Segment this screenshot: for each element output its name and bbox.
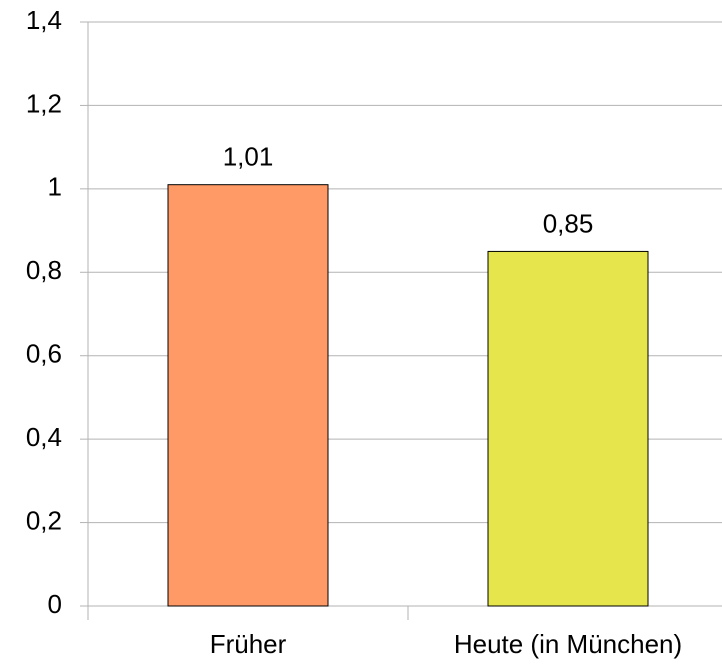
data-label: 1,01 — [223, 142, 274, 172]
y-tick-label: 1 — [48, 172, 62, 202]
data-label: 0,85 — [543, 208, 594, 238]
y-tick-label: 1,4 — [26, 5, 62, 35]
y-tick-label: 0,2 — [26, 505, 62, 535]
x-tick-label: Heute (in München) — [454, 629, 682, 659]
bar — [167, 184, 329, 607]
y-tick-label: 0,8 — [26, 255, 62, 285]
y-tick-label: 1,2 — [26, 88, 62, 118]
bar — [487, 250, 649, 607]
y-tick-label: 0,4 — [26, 422, 62, 452]
y-tick-label: 0,6 — [26, 339, 62, 369]
x-tick-label: Früher — [210, 629, 287, 659]
y-tick-label: 0 — [48, 589, 62, 619]
